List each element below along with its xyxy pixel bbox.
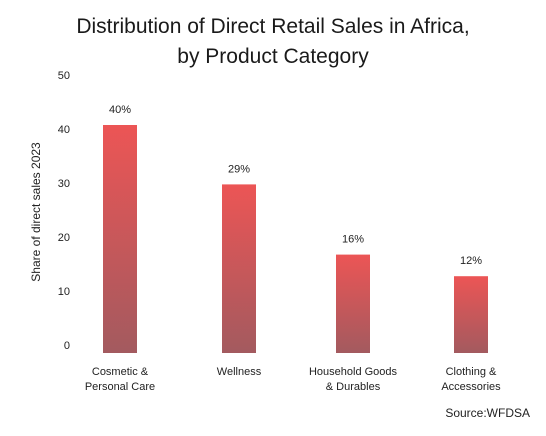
chart-title-line-2: by Product Category xyxy=(177,45,369,68)
y-tick-label: 20 xyxy=(58,232,70,244)
y-tick-label: 30 xyxy=(58,178,70,190)
bars xyxy=(103,125,488,353)
bar-value-label: 29% xyxy=(228,163,250,175)
y-axis-ticks: 0 10 20 30 40 50 xyxy=(58,70,70,352)
x-tick-label: Wellness xyxy=(217,366,262,378)
y-tick-label: 10 xyxy=(58,286,70,298)
chart-title: Distribution of Direct Retail Sales in A… xyxy=(0,12,546,72)
bar xyxy=(103,125,137,353)
y-axis-label: Share of direct sales 2023 xyxy=(29,142,43,282)
y-tick-label: 0 xyxy=(64,340,70,352)
bar-value-label: 16% xyxy=(342,234,364,246)
bar-value-label: 40% xyxy=(109,104,131,116)
data-labels: 40% 29% 16% 12% xyxy=(109,104,482,267)
x-tick-label: Cosmetic & xyxy=(92,366,149,378)
chart-title-line-1: Distribution of Direct Retail Sales in A… xyxy=(76,15,470,38)
x-tick-label: Personal Care xyxy=(85,381,155,393)
bar xyxy=(336,254,370,353)
x-axis-labels: Cosmetic & Personal Care Wellness Household… xyxy=(85,366,501,393)
source-note: Source:WFDSA xyxy=(445,406,530,420)
bar xyxy=(454,276,488,353)
bar-value-label: 12% xyxy=(460,255,482,267)
x-tick-label: Clothing & xyxy=(446,366,497,378)
x-tick-label: Household Goods xyxy=(309,366,398,378)
bar xyxy=(222,184,256,353)
x-tick-label: & Durables xyxy=(326,381,381,393)
y-tick-label: 50 xyxy=(58,70,70,82)
x-tick-label: Accessories xyxy=(441,381,501,393)
y-tick-label: 40 xyxy=(58,124,70,136)
